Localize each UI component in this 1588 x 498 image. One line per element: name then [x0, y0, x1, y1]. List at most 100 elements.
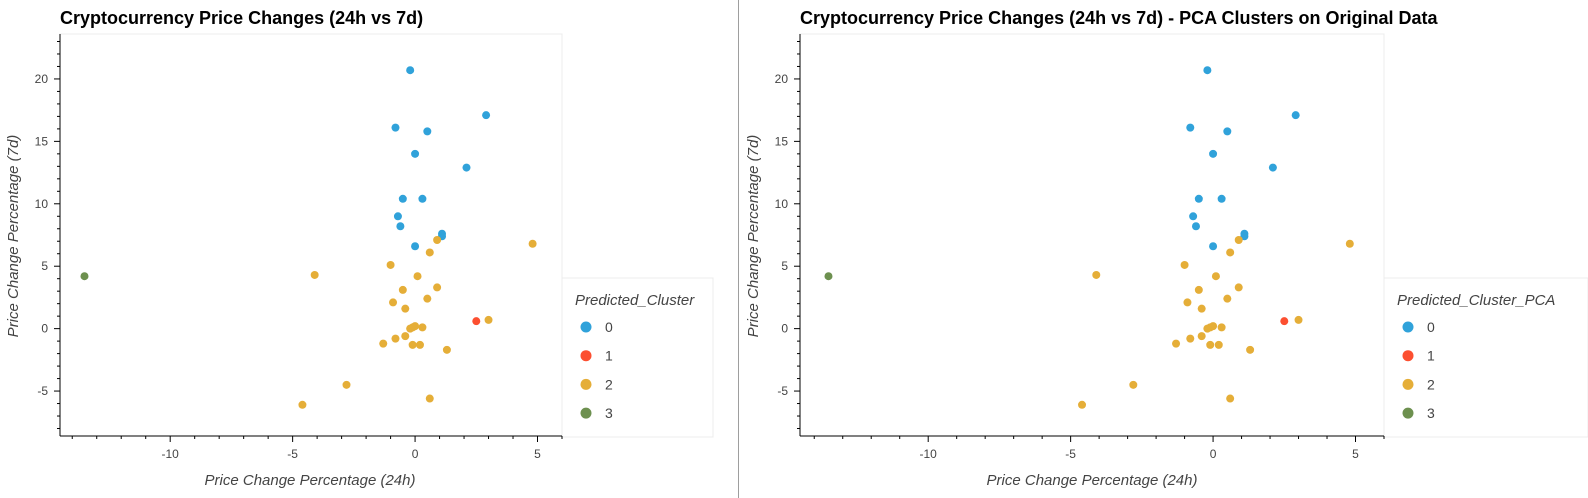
data-point-cluster-0 — [1191, 222, 1200, 231]
data-point-cluster-2 — [1194, 285, 1203, 294]
data-point-cluster-0 — [411, 149, 420, 158]
data-point-cluster-2 — [1206, 340, 1215, 349]
y-tick-label: 10 — [775, 197, 789, 211]
x-tick-label: 5 — [534, 447, 541, 461]
data-point-cluster-2 — [1183, 298, 1192, 307]
data-point-cluster-0 — [411, 242, 420, 251]
data-point-cluster-2 — [379, 339, 388, 348]
data-point-cluster-0 — [406, 66, 415, 75]
data-point-cluster-0 — [1217, 194, 1226, 203]
x-tick-label: 0 — [412, 447, 419, 461]
y-tick-label: 0 — [41, 322, 48, 336]
data-point-cluster-2 — [298, 400, 307, 409]
data-point-cluster-2 — [1226, 248, 1235, 257]
data-point-cluster-2 — [386, 260, 395, 269]
data-point-cluster-2 — [425, 394, 434, 403]
data-point-cluster-2 — [389, 298, 398, 307]
data-point-cluster-2 — [442, 345, 451, 354]
data-point-cluster-2 — [1197, 304, 1206, 313]
data-point-cluster-0 — [391, 123, 400, 132]
y-tick-label: 10 — [35, 197, 49, 211]
data-point-cluster-2 — [433, 283, 442, 292]
legend-marker — [1402, 407, 1414, 419]
x-axis-label: Price Change Percentage (24h) — [205, 472, 416, 489]
data-point-cluster-2 — [1203, 324, 1212, 333]
data-point-cluster-2 — [1234, 235, 1243, 244]
legend-marker — [580, 350, 592, 362]
data-point-cluster-2 — [1092, 270, 1101, 279]
legend-label: 0 — [605, 319, 613, 335]
data-point-cluster-2 — [1345, 239, 1354, 248]
data-point-cluster-2 — [1226, 394, 1235, 403]
chart-panel-left: Cryptocurrency Price Changes (24h vs 7d)… — [0, 0, 738, 498]
data-point-cluster-2 — [484, 315, 493, 324]
data-point-cluster-2 — [401, 332, 410, 341]
chart-title: Cryptocurrency Price Changes (24h vs 7d)… — [800, 8, 1438, 28]
data-point-cluster-0 — [1240, 232, 1249, 241]
y-tick-label: 0 — [781, 322, 788, 336]
data-point-cluster-3 — [80, 272, 89, 281]
scatter-chart-clusters: Cryptocurrency Price Changes (24h vs 7d)… — [5, 8, 714, 489]
x-tick-label: -5 — [1065, 447, 1076, 461]
data-point-cluster-2 — [433, 235, 442, 244]
data-point-cluster-0 — [1268, 163, 1277, 172]
data-point-cluster-2 — [1129, 380, 1138, 389]
y-axis-label: Price Change Percentage (7d) — [745, 135, 762, 338]
data-point-cluster-2 — [1078, 400, 1087, 409]
y-tick-label: 20 — [775, 72, 789, 86]
legend-label: 2 — [1427, 376, 1435, 392]
y-tick-label: 15 — [775, 134, 789, 148]
plot-frame — [799, 33, 1385, 437]
x-tick-label: 5 — [1352, 447, 1359, 461]
data-point-cluster-2 — [423, 294, 432, 303]
data-point-cluster-2 — [1294, 315, 1303, 324]
legend-label: 1 — [605, 348, 613, 364]
y-tick-label: 20 — [35, 72, 49, 86]
data-point-cluster-2 — [408, 340, 417, 349]
legend-marker — [1402, 378, 1414, 390]
data-point-cluster-0 — [1194, 194, 1203, 203]
data-point-cluster-0 — [396, 222, 405, 231]
data-point-cluster-2 — [1197, 332, 1206, 341]
legend-marker — [580, 378, 592, 390]
legend-label: 3 — [1427, 405, 1435, 421]
data-point-cluster-1 — [472, 317, 481, 326]
legend-marker — [580, 407, 592, 419]
data-point-cluster-0 — [1209, 149, 1218, 158]
data-point-cluster-2 — [391, 334, 400, 343]
x-tick-label: -10 — [162, 447, 180, 461]
data-point-cluster-2 — [415, 340, 424, 349]
legend-label: 1 — [1427, 348, 1435, 364]
data-point-cluster-2 — [1217, 323, 1226, 332]
x-axis-label: Price Change Percentage (24h) — [987, 472, 1198, 489]
data-point-cluster-2 — [401, 304, 410, 313]
data-point-cluster-0 — [1189, 212, 1198, 221]
data-point-cluster-2 — [528, 239, 537, 248]
legend-label: 2 — [605, 376, 613, 392]
legend-title: Predicted_Cluster_PCA — [1397, 292, 1555, 309]
data-point-cluster-0 — [482, 111, 491, 120]
legend-marker — [580, 321, 592, 333]
data-point-cluster-0 — [393, 212, 402, 221]
y-tick-label: 5 — [41, 259, 48, 273]
data-point-cluster-2 — [1186, 334, 1195, 343]
data-point-cluster-0 — [418, 194, 427, 203]
chart-panel-right: Cryptocurrency Price Changes (24h vs 7d)… — [740, 0, 1588, 498]
data-point-cluster-2 — [425, 248, 434, 257]
legend-marker — [1402, 350, 1414, 362]
scatter-chart-pca-clusters: Cryptocurrency Price Changes (24h vs 7d)… — [745, 8, 1588, 489]
y-tick-label: -5 — [777, 384, 788, 398]
data-point-cluster-2 — [406, 324, 415, 333]
legend-marker — [1402, 321, 1414, 333]
data-point-cluster-0 — [1209, 242, 1218, 251]
plot-frame — [59, 33, 563, 437]
x-tick-label: -5 — [287, 447, 298, 461]
y-tick-label: 15 — [35, 134, 49, 148]
x-tick-label: 0 — [1210, 447, 1217, 461]
chart-title: Cryptocurrency Price Changes (24h vs 7d) — [60, 8, 423, 28]
data-point-cluster-3 — [824, 272, 833, 281]
legend-label: 0 — [1427, 319, 1435, 335]
data-point-cluster-1 — [1280, 317, 1289, 326]
panel-divider — [738, 0, 739, 498]
data-point-cluster-2 — [310, 270, 319, 279]
